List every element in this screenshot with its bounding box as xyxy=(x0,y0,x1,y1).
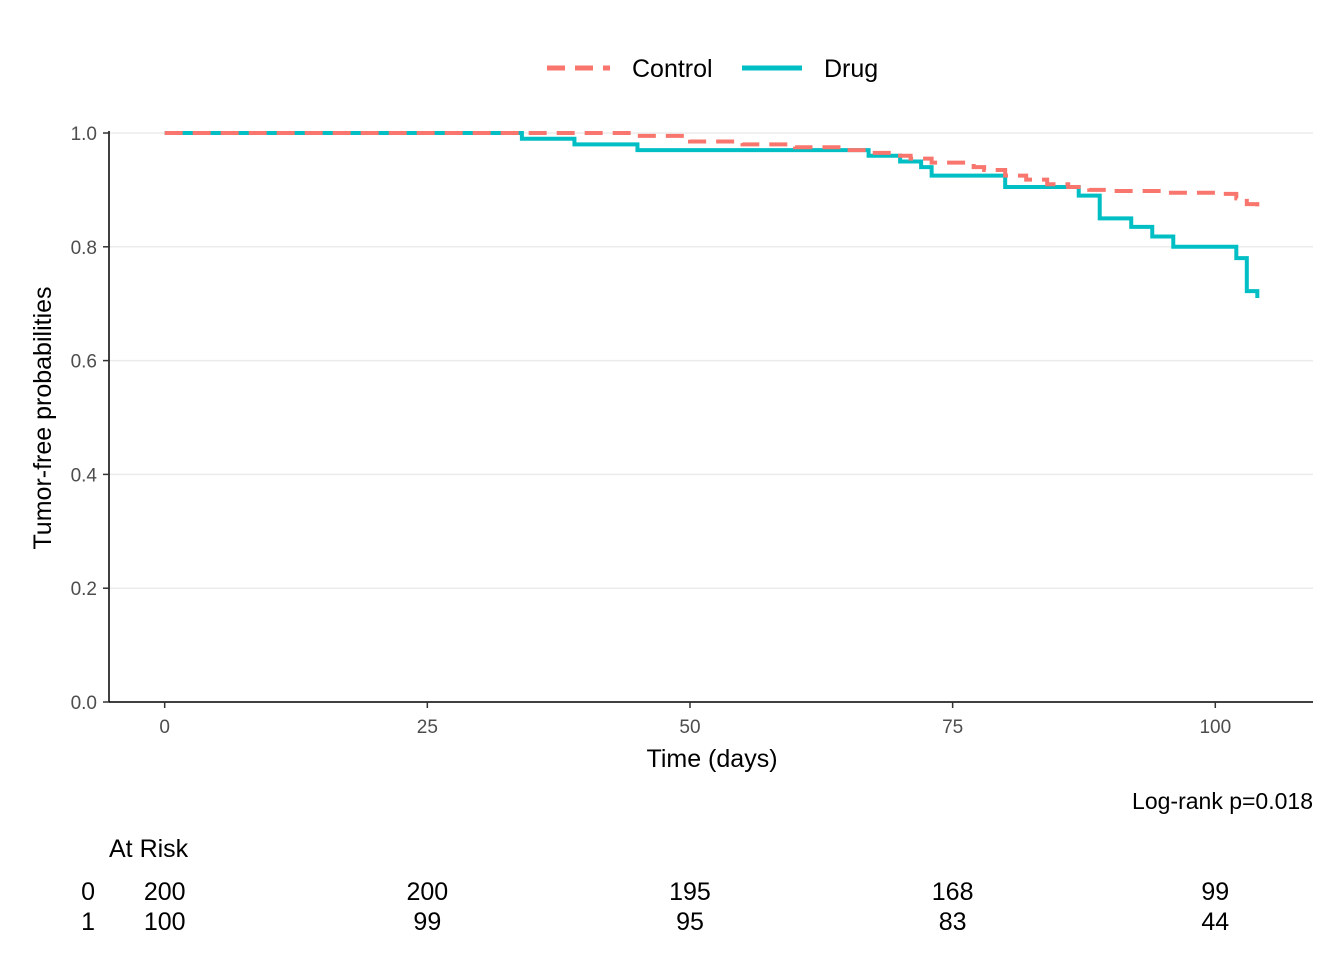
y-tick-label-4: 0.8 xyxy=(71,238,97,259)
risk-table: 0 200 200 195 168 99 1 100 99 95 83 44 xyxy=(81,878,1229,936)
y-tick-label-3: 0.6 xyxy=(71,352,97,373)
legend-label-drug: Drug xyxy=(824,55,878,83)
risk-count-1-50: 95 xyxy=(676,908,704,936)
series-line-drug xyxy=(164,131,1260,299)
y-tick-label-1: 0.2 xyxy=(71,579,97,600)
risk-count-0-0: 200 xyxy=(144,878,186,906)
x-tick-label-2: 50 xyxy=(679,717,700,738)
axes: 0.0 0.2 0.4 0.6 0.8 1.0 0 25 50 75 100 xyxy=(71,124,1313,738)
risk-count-1-100: 44 xyxy=(1201,908,1229,936)
risk-count-1-0: 100 xyxy=(144,908,186,936)
x-tick-label-1: 25 xyxy=(417,717,438,738)
legend-label-control: Control xyxy=(632,55,713,83)
risk-count-0-25: 200 xyxy=(406,878,448,906)
y-tick-label-0: 0.0 xyxy=(71,693,97,714)
log-rank-annotation: Log-rank p=0.018 xyxy=(1132,788,1313,814)
risk-table-title: At Risk xyxy=(109,835,189,863)
risk-count-1-25: 99 xyxy=(413,908,441,936)
risk-count-0-100: 99 xyxy=(1201,878,1229,906)
y-axis-title: Tumor-free probabilities xyxy=(29,286,57,549)
legend: Control Drug xyxy=(547,55,878,83)
series-line-control xyxy=(164,131,1260,207)
risk-count-0-75: 168 xyxy=(932,878,974,906)
x-axis-title: Time (days) xyxy=(646,745,777,773)
risk-count-1-75: 83 xyxy=(939,908,967,936)
x-tick-label-0: 0 xyxy=(159,717,170,738)
y-tick-label-5: 1.0 xyxy=(71,124,97,145)
risk-row-label-1: 1 xyxy=(81,908,95,936)
series-layer xyxy=(164,131,1260,299)
risk-count-0-50: 195 xyxy=(669,878,711,906)
y-tick-label-2: 0.4 xyxy=(71,465,98,486)
x-tick-label-3: 75 xyxy=(942,717,963,738)
x-tick-label-4: 100 xyxy=(1199,717,1231,738)
gridlines xyxy=(109,132,1313,589)
risk-row-label-0: 0 xyxy=(81,878,95,906)
